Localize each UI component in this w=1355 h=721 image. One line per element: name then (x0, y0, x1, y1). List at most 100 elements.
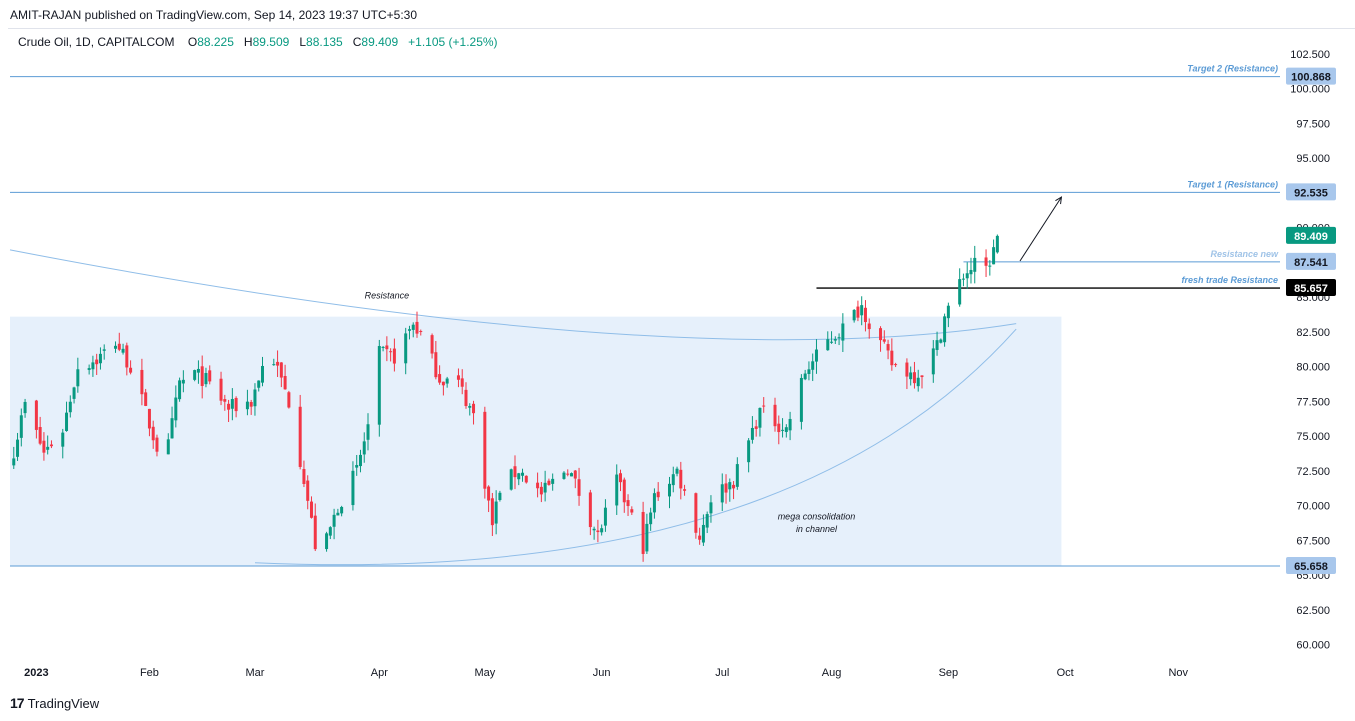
candle-body-27 (151, 426, 155, 441)
symbol-name[interactable]: Crude Oil, 1D, CAPITALCOM (18, 35, 175, 49)
candle-body-143 (762, 405, 766, 407)
candle-body-55 (302, 469, 306, 485)
candle-body-175 (935, 340, 939, 350)
x-label-10: Nov (1168, 667, 1188, 679)
candle-body-25 (144, 392, 148, 406)
candle-body-14 (87, 368, 91, 370)
candle-body-139 (747, 440, 751, 463)
candle-body-158 (841, 323, 845, 341)
candle-body-10 (65, 412, 69, 432)
candle-body-12 (72, 387, 76, 399)
candle-body-18 (102, 349, 106, 351)
candle-body-148 (788, 418, 792, 431)
x-label-8: Sep (939, 667, 959, 679)
candle-body-131 (701, 524, 705, 543)
candle-body-93 (498, 492, 502, 501)
candle-body-123 (656, 491, 660, 498)
candle-body-78 (419, 331, 423, 333)
arrow-head-icon (1055, 196, 1063, 205)
level-tag-2: 87.541 (1294, 257, 1328, 269)
candle-body-122 (652, 493, 656, 513)
candle-body-16 (95, 359, 99, 365)
candle-body-95 (513, 466, 517, 478)
candle-body-147 (784, 427, 788, 432)
candle-body-186 (992, 247, 996, 265)
tradingview-logo[interactable]: 17 TradingView (10, 695, 99, 711)
candle-body-135 (724, 483, 728, 493)
candle-body-36 (200, 366, 204, 386)
candle-body-8 (49, 444, 53, 447)
candle-body-155 (830, 341, 834, 343)
candle-body-56 (306, 480, 310, 501)
candle-body-164 (879, 328, 883, 341)
candle-body-13 (76, 369, 80, 387)
candle-body-184 (984, 257, 988, 266)
candle-body-23 (129, 367, 133, 373)
candle-body-4 (34, 400, 38, 430)
candle-body-30 (170, 418, 174, 439)
candle-body-177 (943, 316, 947, 343)
candle-body-133 (709, 502, 713, 514)
candle-body-77 (415, 321, 419, 334)
candle-body-70 (381, 346, 385, 348)
publisher-credit: AMIT-RAJAN published on TradingView.com,… (10, 8, 418, 22)
candle-body-185 (988, 265, 992, 267)
candle-body-128 (683, 489, 687, 491)
candle-body-134 (720, 484, 724, 503)
consolidation-zone (10, 316, 1062, 566)
x-label-4: May (474, 667, 495, 679)
candle-body-168 (894, 364, 898, 366)
consolidation-zone-layer (10, 316, 1062, 566)
x-label-5: Jun (593, 667, 611, 679)
level-label-3: fresh trade Resistance (1181, 275, 1278, 285)
candle-body-107 (573, 470, 577, 479)
candle-body-151 (807, 369, 811, 375)
candle-body-24 (140, 369, 144, 395)
candle-body-43 (234, 397, 238, 412)
y-tick-15: 97.500 (1296, 118, 1330, 130)
candle-body-136 (728, 482, 732, 490)
level-label-1: Target 1 (Resistance) (1187, 179, 1278, 189)
y-tick-14: 95.000 (1296, 153, 1330, 165)
change-value: +1.105 (+1.25%) (408, 35, 498, 49)
candle-body-144 (773, 404, 777, 427)
candle-body-162 (863, 307, 867, 323)
low-label: L (299, 35, 307, 49)
y-tick-7: 77.500 (1296, 396, 1330, 408)
candle-body-48 (260, 365, 264, 383)
candle-body-163 (867, 323, 871, 330)
candle-body-82 (441, 381, 445, 386)
candle-body-187 (995, 235, 999, 253)
candle-body-101 (543, 482, 547, 493)
candle-body-116 (622, 479, 626, 503)
candle-body-85 (460, 378, 464, 387)
candle-body-21 (121, 348, 125, 353)
candle-body-132 (705, 514, 709, 528)
candle-body-3 (23, 401, 27, 414)
candle-body-87 (468, 405, 472, 408)
level-tag-1: 92.535 (1294, 187, 1328, 199)
y-tick-8: 80.000 (1296, 362, 1330, 374)
candle-body-117 (626, 500, 630, 507)
last-price-tag: 89.409 (1294, 231, 1328, 243)
candle-body-113 (603, 507, 607, 526)
candle-body-167 (890, 350, 894, 366)
candle-body-68 (366, 424, 370, 440)
brand-name: TradingView (27, 695, 100, 711)
candle-body-176 (939, 339, 943, 343)
open-label: O (187, 35, 198, 49)
y-tick-0: 60.000 (1296, 640, 1330, 652)
candle-body-9 (61, 432, 65, 447)
candle-body-125 (671, 474, 675, 486)
candle-body-118 (630, 509, 634, 513)
x-label-2: Mar (245, 667, 264, 679)
candle-body-73 (392, 348, 396, 364)
candle-body-173 (920, 375, 924, 378)
candle-body-84 (456, 375, 460, 380)
candle-body-7 (46, 446, 50, 450)
x-axis[interactable]: 2023 Feb Mar Apr May Jun Jul Aug Sep Oct Nov (24, 667, 1188, 679)
candle-body-150 (803, 373, 807, 380)
candle-body-57 (309, 501, 313, 518)
candle-body-32 (178, 380, 182, 400)
